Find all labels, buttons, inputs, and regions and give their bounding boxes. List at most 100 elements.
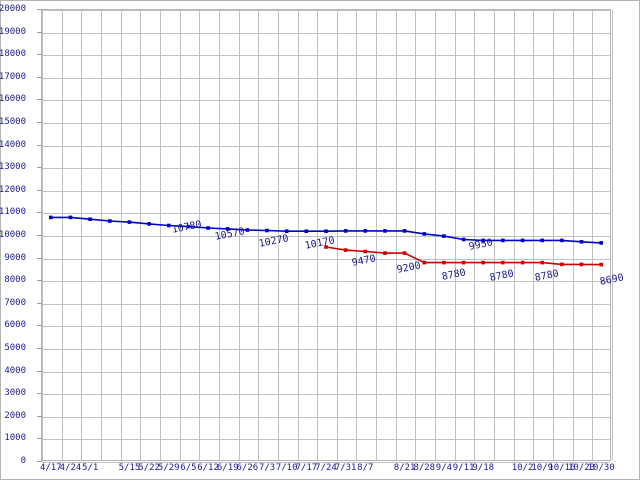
y-axis-tick-mark: [37, 167, 42, 169]
gridline-horizontal: [42, 349, 610, 350]
y-axis-tick-mark: [37, 189, 42, 191]
gridline-horizontal: [42, 190, 610, 192]
gridline-horizontal: [42, 462, 610, 463]
gridline-vertical: [336, 10, 338, 460]
gridline-horizontal: [42, 145, 610, 147]
y-axis-tick-label: 1000: [4, 433, 26, 444]
y-axis-tick-label: 12000: [0, 184, 26, 195]
gridline-vertical: [317, 10, 319, 460]
y-axis-tick-label: 8000: [4, 275, 26, 286]
gridline-vertical: [572, 10, 574, 460]
y-axis-tick-label: 13000: [0, 162, 26, 173]
x-axis-tick-label: 10/9: [531, 463, 554, 473]
gridline-vertical: [376, 10, 378, 460]
y-axis-tick-label: 14000: [0, 139, 26, 150]
gridline-horizontal: [42, 439, 610, 441]
y-axis-tick-label: 6000: [4, 320, 26, 331]
x-axis-tick-label: 4/24: [59, 463, 82, 473]
y-axis-tick-label: 9000: [4, 252, 26, 263]
x-axis-tick-label: 7/24: [315, 463, 337, 473]
x-axis-tick-label: 5/29: [157, 463, 180, 473]
x-axis-tick-label: 7/10: [275, 463, 298, 473]
gridline-horizontal: [42, 394, 610, 396]
gridline-horizontal: [42, 100, 610, 102]
y-axis-tick-mark: [37, 54, 42, 56]
gridline-vertical: [612, 10, 613, 460]
gridline-vertical: [474, 10, 476, 460]
y-axis-tick-label: 16000: [0, 94, 26, 105]
y-axis-tick-mark: [37, 302, 42, 304]
y-axis-tick-mark: [37, 122, 42, 123]
y-axis-tick-label: 18000: [0, 49, 26, 60]
gridline-vertical: [258, 10, 260, 460]
gridline-vertical: [140, 10, 142, 460]
x-axis-tick-label: 10/16: [548, 463, 576, 473]
x-axis-tick-label: 10/30: [587, 463, 615, 473]
gridline-vertical: [81, 10, 83, 460]
y-axis-tick-mark: [37, 461, 42, 462]
y-axis-tick-label: 3000: [4, 388, 26, 399]
y-axis-tick-mark: [37, 144, 42, 146]
x-axis-tick-label: 5/22: [138, 463, 160, 473]
y-axis-tick-mark: [37, 348, 42, 349]
x-axis-tick-label: 7/17: [295, 463, 318, 473]
x-axis-tick-label: 10/2: [511, 463, 534, 473]
y-axis-tick-label: 2000: [4, 410, 26, 421]
x-axis-tick-label: 6/19: [216, 463, 239, 473]
gridline-vertical: [100, 10, 102, 460]
x-axis-tick-label: 8/21: [393, 463, 416, 473]
gridline-horizontal: [42, 77, 610, 79]
x-axis-tick-label: 5/15: [118, 463, 141, 473]
y-axis-tick-mark: [37, 257, 42, 259]
gridline-vertical: [356, 10, 358, 460]
gridline-horizontal: [42, 55, 610, 57]
y-axis-tick-label: 5000: [4, 343, 26, 353]
x-axis-tick-label: 8/7: [357, 463, 374, 473]
gridline-vertical: [120, 10, 122, 460]
x-axis-tick-label: 7/3: [258, 463, 276, 473]
y-axis-tick-label: 11000: [0, 207, 26, 218]
y-axis-tick-mark: [37, 76, 42, 78]
gridline-vertical: [61, 10, 63, 460]
gridline-vertical: [513, 10, 515, 460]
gridline-horizontal: [42, 303, 610, 305]
gridline-horizontal: [42, 416, 610, 418]
y-axis-tick-mark: [37, 438, 42, 440]
y-axis-tick-label: 15000: [0, 117, 26, 127]
gridline-vertical: [494, 10, 496, 460]
y-axis-tick-mark: [37, 393, 42, 395]
gridline-vertical: [553, 10, 555, 460]
x-axis-tick-label: 9/18: [472, 463, 495, 473]
x-axis-tick-label: 9/4: [435, 463, 453, 473]
y-axis-tick-mark: [37, 415, 42, 417]
plot-area: [41, 9, 613, 463]
y-axis-tick-label: 10000: [0, 230, 26, 240]
y-axis-tick-label: 4000: [4, 365, 26, 376]
x-axis-tick-label: 8/28: [413, 463, 436, 473]
gridline-horizontal: [42, 258, 610, 260]
x-axis-tick-label: 10/23: [567, 463, 596, 473]
gridline-vertical: [592, 10, 594, 460]
gridline-vertical: [42, 10, 43, 460]
y-axis-tick-mark: [37, 235, 42, 236]
gridline-vertical: [533, 10, 535, 460]
x-axis-tick-label: 9/11: [452, 463, 475, 473]
gridline-vertical: [297, 10, 299, 460]
x-axis-tick-label: 4/17: [39, 463, 62, 473]
x-axis-tick-label: 6/26: [236, 463, 259, 473]
y-axis-tick-label: 17000: [0, 71, 26, 82]
gridline-vertical: [199, 10, 201, 460]
y-axis-tick-mark: [37, 99, 42, 101]
gridline-vertical: [159, 10, 161, 460]
gridline-vertical: [454, 10, 456, 460]
gridline-vertical: [395, 10, 397, 460]
y-axis-tick-mark: [37, 370, 42, 372]
gridline-horizontal: [42, 10, 610, 11]
x-axis-tick-label: 6/5: [180, 463, 197, 473]
y-axis-tick-mark: [37, 31, 42, 33]
y-axis-tick-label: 0: [20, 456, 26, 466]
gridline-horizontal: [42, 213, 610, 215]
gridline-horizontal: [42, 281, 610, 283]
gridline-horizontal: [42, 371, 610, 373]
